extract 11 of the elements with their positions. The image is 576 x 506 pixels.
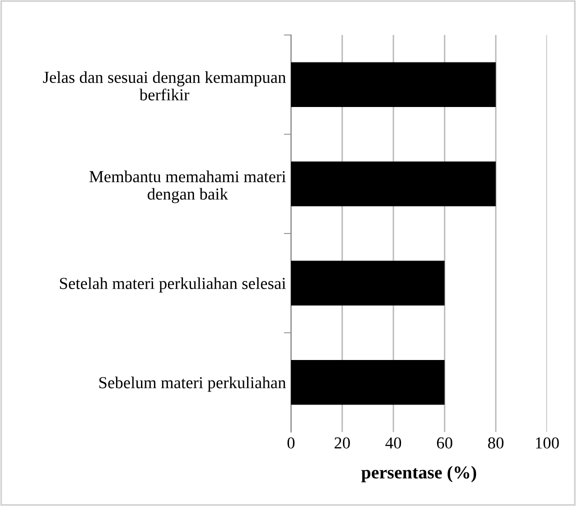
y-tick-label: Setelah materi perkuliahan selesai bbox=[60, 277, 286, 292]
x-tick-label: 60 bbox=[436, 437, 452, 449]
x-axis-title: persentase (%) bbox=[361, 466, 476, 482]
x-tick-label: 0 bbox=[287, 437, 295, 449]
x-tick-label: 40 bbox=[385, 437, 402, 449]
y-tick-label: Sebelum materi perkuliahan bbox=[99, 376, 286, 392]
x-tick-label: 100 bbox=[536, 437, 559, 449]
x-tick-label: 20 bbox=[334, 437, 350, 449]
x-tick-label: 80 bbox=[488, 437, 504, 449]
y-tick-label: Jelas dan sesuai dengan kemampuan berfikir bbox=[43, 71, 286, 100]
y-tick-label: Membantu memahami materi dengan baik bbox=[89, 170, 286, 204]
